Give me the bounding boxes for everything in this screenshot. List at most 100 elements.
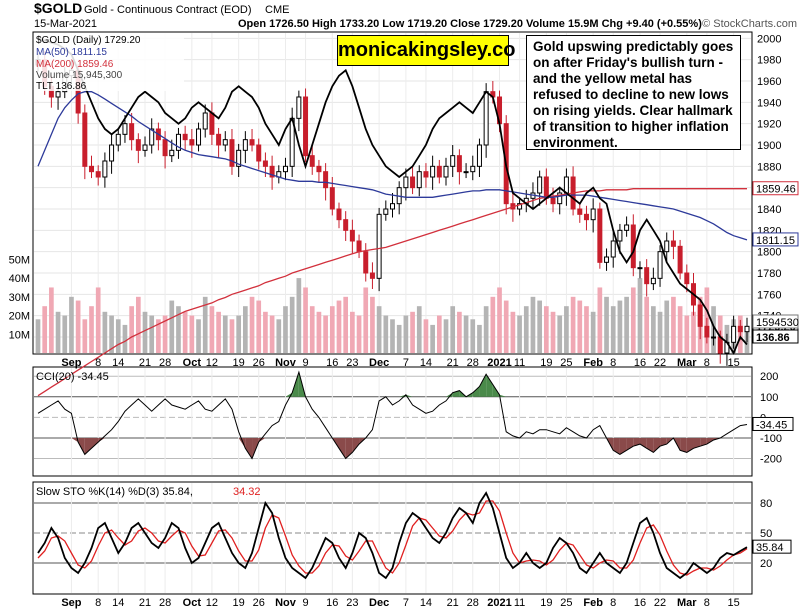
candle-body [737,325,743,333]
price-x-tick-label: 7 [403,357,409,369]
cci-negative-fill [693,437,701,449]
volume-bar [75,300,81,353]
candle-body [336,208,342,221]
candle-body [202,112,208,130]
candle-body [697,304,703,327]
volume-bar [403,315,409,353]
volume-bar [289,296,295,353]
candle-body [644,267,650,285]
price-x-tick-label: 2021 [487,357,511,369]
price-x-tick-label: 8 [704,357,710,369]
volume-bar [243,306,248,353]
volume-bar [122,324,128,353]
volume-bar [316,311,322,353]
cci-tick-label: 200 [760,371,778,383]
volume-bar [430,324,435,353]
volume-bar [35,319,41,353]
candle-body [82,112,88,167]
price-panel-frame [32,31,753,355]
candle-body [456,155,462,173]
price-x-tick-label: 8 [95,357,101,369]
price-x-tick-label: 9 [302,357,308,369]
volume-bar [336,300,342,353]
candle-body [577,208,583,215]
price-tick-label: 1840 [757,204,781,216]
candle-body [303,96,309,157]
volume-bar [216,311,221,353]
price-x-tick-label: 8 [610,357,616,369]
candle-body [563,176,569,194]
cci-negative-fill [98,437,105,443]
candle-body [55,91,61,98]
volume-bar [82,319,88,353]
sto-x-tick-label: 26 [253,597,265,609]
sto-x-tick-label: 22 [654,597,666,609]
cci-negative-fill [680,437,687,453]
volume-bar [497,287,502,353]
volume-bar [149,315,155,353]
candle-body [517,203,523,210]
volume-bar [550,311,556,353]
sto-tick-label: 50 [760,528,772,540]
candle-body [717,336,723,354]
sto-x-tick-label: Feb [583,597,603,609]
price-candles [35,51,750,366]
price-x-tick-label: 19 [540,357,552,369]
candle-body [664,240,670,253]
volume-bar [309,306,315,353]
cci-line [37,370,748,460]
price-x-tick-label: 16 [326,357,338,369]
sto-x-tick-label: Mar [677,597,697,609]
price-x-tick-label: 11 [514,357,525,369]
cci-panel-frame [32,366,753,477]
sto-legend-d: 34.32 [233,486,261,498]
ohlc-summary: Open 1726.50 High 1733.20 Low 1719.20 Cl… [238,18,702,30]
candle-body [537,176,543,194]
cci-negative-fill [245,437,253,459]
candle-body [450,155,456,167]
cci-tick-label: -100 [760,433,782,445]
volume-bar [597,287,603,353]
candle-body [390,203,395,210]
candle-body [711,336,717,339]
price-x-tick-label: Feb [583,357,603,369]
candle-body [604,256,610,263]
volume-bar [370,296,375,353]
candle-body [242,139,248,151]
volume-bar [283,306,288,353]
sto-x-tick-label: 19 [233,597,245,609]
sto-x-tick-label: 2021 [487,597,511,609]
candle-body [476,144,482,167]
price-tick-label: 1800 [757,247,781,259]
legend-gold: $GOLD (Daily) 1729.20 [36,35,141,46]
volume-bar [323,315,328,353]
candle-body [149,128,155,146]
candle-body [416,171,422,189]
sto-gridlines [34,483,751,593]
cci-tick-label: 100 [760,392,778,404]
volume-bar [363,287,369,353]
volume-bar [42,306,48,353]
sto-x-tick-label: Sep [61,597,81,609]
symbol-title: $GOLD [34,0,82,16]
volume-bar [543,306,549,353]
volume-bar [664,300,670,353]
candle-body [744,325,750,333]
cci-legend: CCI(20) -34.45 [36,371,109,383]
candle-body [329,187,335,210]
legend-ma50: MA(50) 1811.15 [36,47,107,58]
sto-x-tick-label: 14 [420,597,432,609]
volume-value-tag-box [752,314,799,329]
price-x-tick-label: 14 [420,357,432,369]
volume-bar [343,296,349,353]
candle-body [282,165,288,173]
volume-bar [503,300,509,353]
sto-x-tick-label: Nov [275,597,297,609]
volume-bar [537,300,542,353]
volume-bar [169,300,175,353]
cci-positive-fill [479,374,487,397]
price-x-tick-label: 19 [233,357,245,369]
candle-body [129,123,135,141]
volume-bar [530,296,536,353]
